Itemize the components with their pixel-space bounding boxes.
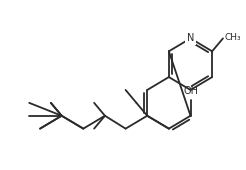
Text: OH: OH [183,86,198,96]
Text: CH₃: CH₃ [225,33,242,42]
Text: N: N [187,33,194,43]
